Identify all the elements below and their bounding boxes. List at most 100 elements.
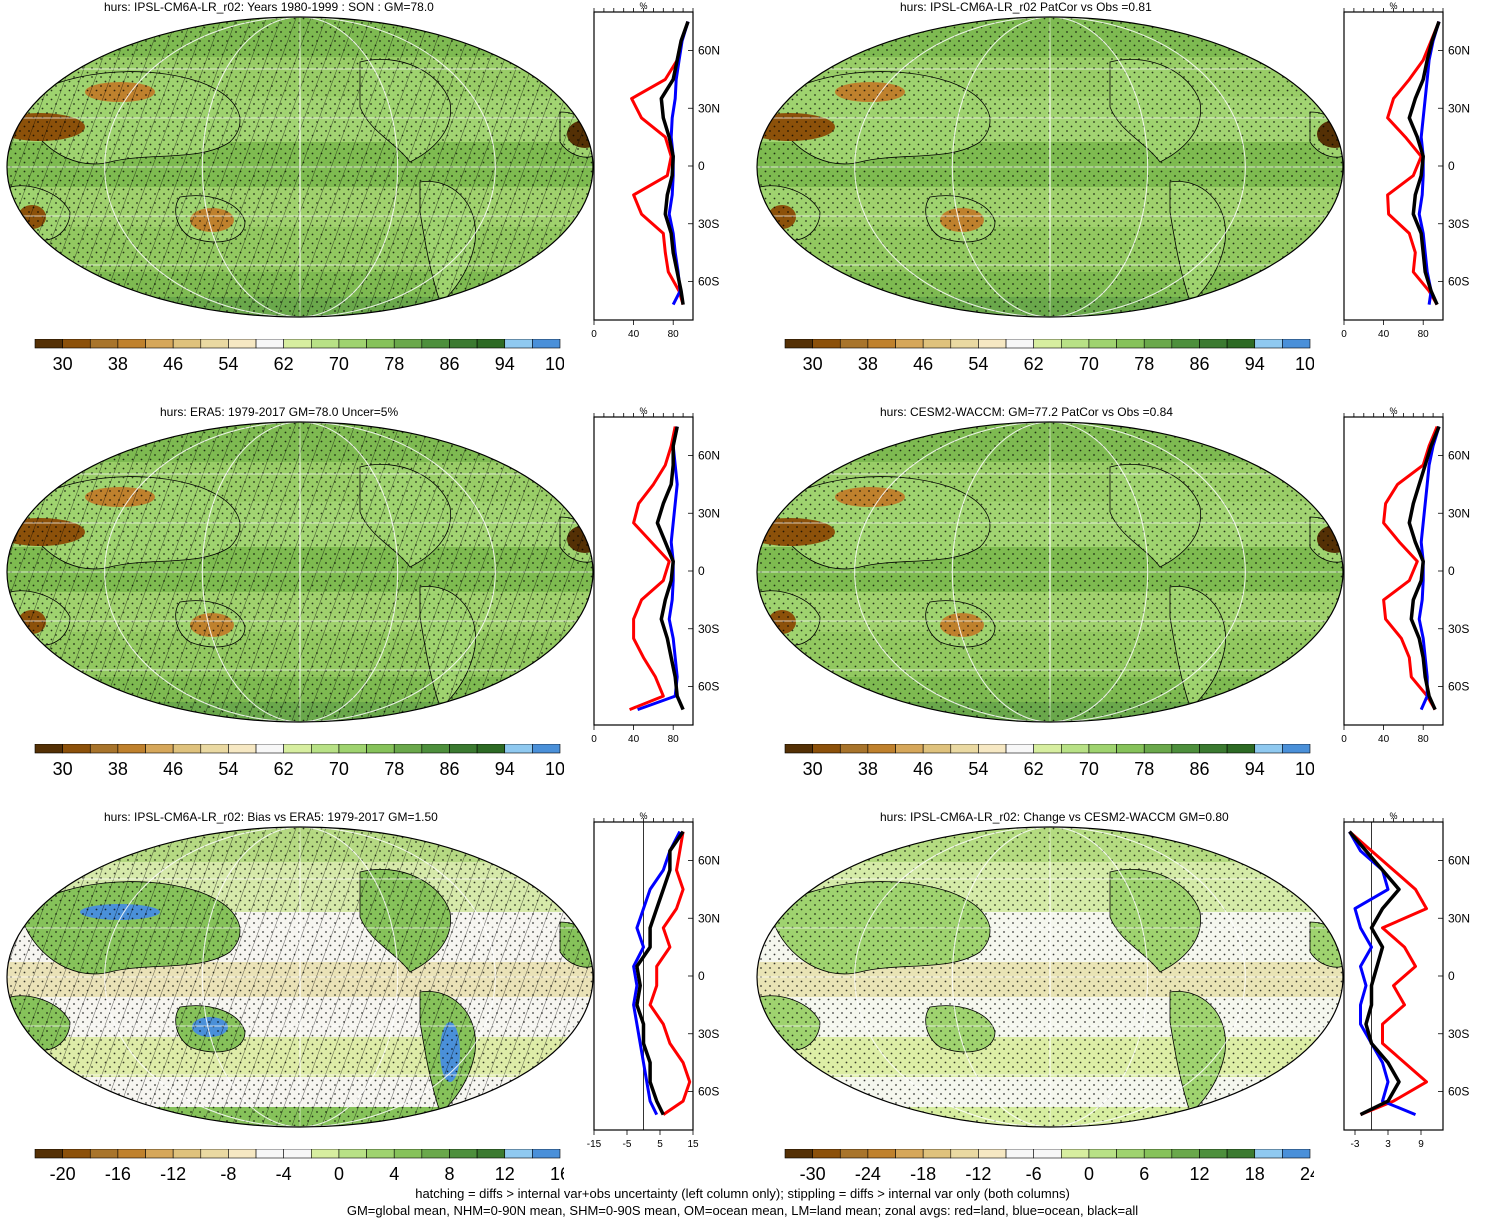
colorbar: 303846546270788694102110 bbox=[784, 744, 1314, 779]
y-tick-label: 30N bbox=[698, 911, 720, 925]
colorbar-label: 102 bbox=[1295, 354, 1314, 374]
x-tick-label: 5 bbox=[657, 1139, 663, 1150]
colorbar-swatch bbox=[839, 1149, 869, 1159]
y-tick-label: 60S bbox=[698, 680, 719, 694]
colorbar-swatch bbox=[62, 744, 91, 754]
colorbar-label: -16 bbox=[105, 1164, 131, 1184]
colorbar: 303846546270788694102110 bbox=[34, 339, 564, 374]
y-tick-label: 60N bbox=[1448, 44, 1470, 58]
colorbar-swatch bbox=[311, 744, 340, 754]
colorbar-swatch bbox=[1199, 339, 1228, 349]
colorbar-label: 94 bbox=[1245, 354, 1265, 374]
colorbar-swatch bbox=[366, 744, 395, 754]
colorbar-swatch bbox=[366, 339, 395, 349]
colorbar-swatch bbox=[255, 339, 284, 349]
colorbar-swatch bbox=[1199, 744, 1228, 754]
colorbar-swatch bbox=[283, 1149, 312, 1159]
colorbar-swatch bbox=[1171, 339, 1200, 349]
x-axis-label: % bbox=[639, 406, 647, 416]
colorbar-label: 30 bbox=[53, 354, 73, 374]
x-tick-label: 0 bbox=[1341, 734, 1347, 745]
y-tick-label: 0 bbox=[698, 159, 705, 173]
map-outline bbox=[6, 826, 594, 1128]
y-tick-label: 30N bbox=[1448, 506, 1470, 520]
colorbar-swatch bbox=[1171, 744, 1200, 754]
series-line-all bbox=[1407, 425, 1441, 711]
colorbar-label: 0 bbox=[1084, 1164, 1094, 1184]
colorbar-swatch bbox=[1116, 744, 1145, 754]
colorbar-label: 54 bbox=[968, 354, 988, 374]
colorbar-swatch bbox=[504, 339, 533, 349]
y-tick-label: 30S bbox=[698, 1027, 719, 1041]
colorbar-label: 46 bbox=[163, 354, 183, 374]
colorbar-swatch bbox=[34, 339, 63, 349]
colorbar-label: -4 bbox=[276, 1164, 292, 1184]
colorbar-swatch bbox=[89, 1149, 119, 1159]
colorbar-swatch bbox=[255, 1149, 284, 1159]
y-tick-label: 60S bbox=[698, 275, 719, 289]
colorbar-swatch bbox=[172, 744, 202, 754]
colorbar-swatch bbox=[504, 744, 533, 754]
colorbar-swatch bbox=[1143, 744, 1173, 754]
colorbar-label: -12 bbox=[965, 1164, 991, 1184]
colorbar-swatch bbox=[1061, 339, 1090, 349]
colorbar-label: 62 bbox=[274, 354, 294, 374]
x-tick-label: -15 bbox=[587, 1139, 602, 1150]
x-tick-label: 80 bbox=[668, 329, 680, 340]
colorbar-swatch bbox=[812, 339, 841, 349]
series-line-all bbox=[659, 21, 690, 305]
x-tick-label: -3 bbox=[1351, 1139, 1360, 1150]
map-title: hurs: IPSL-CM6A-LR_r02 PatCor vs Obs =0.… bbox=[900, 0, 1152, 14]
colorbar-label: 0 bbox=[334, 1164, 344, 1184]
colorbar-label: -8 bbox=[220, 1164, 236, 1184]
colorbar-label: 78 bbox=[384, 354, 404, 374]
colorbar-label: 38 bbox=[108, 759, 128, 779]
colorbar-swatch bbox=[145, 744, 174, 754]
colorbar-label: 30 bbox=[803, 759, 823, 779]
y-tick-label: 60S bbox=[698, 1085, 719, 1099]
x-tick-label: 80 bbox=[1418, 329, 1430, 340]
colorbar-swatch bbox=[89, 744, 119, 754]
colorbar-swatch bbox=[393, 1149, 423, 1159]
y-tick-label: 0 bbox=[1448, 159, 1455, 173]
colorbar-swatch bbox=[421, 744, 450, 754]
x-tick-label: 40 bbox=[628, 329, 640, 340]
colorbar-label: 86 bbox=[439, 354, 459, 374]
colorbar-swatch bbox=[449, 744, 478, 754]
x-tick-label: 3 bbox=[1385, 1139, 1391, 1150]
y-tick-label: 30N bbox=[698, 506, 720, 520]
colorbar-swatch bbox=[950, 1149, 979, 1159]
colorbar-label: 86 bbox=[1189, 759, 1209, 779]
colorbar-label: 12 bbox=[1189, 1164, 1209, 1184]
y-tick-label: 30S bbox=[1448, 217, 1469, 231]
x-tick-label: 40 bbox=[1378, 734, 1390, 745]
x-tick-label: 9 bbox=[1418, 1139, 1424, 1150]
colorbar-swatch bbox=[228, 339, 257, 349]
y-tick-label: 30N bbox=[1448, 101, 1470, 115]
colorbar-label: 94 bbox=[495, 354, 515, 374]
panel-6: hurs: IPSL-CM6A-LR_r02: Change vs CESM2-… bbox=[750, 810, 1485, 1215]
y-tick-label: 60N bbox=[698, 44, 720, 58]
zonal-mean-plot: % 0 40 80 60N 30N 0 30S 60S bbox=[591, 1, 720, 340]
world-map bbox=[6, 826, 594, 1128]
colorbar-swatch bbox=[504, 1149, 533, 1159]
panel-3: hurs: ERA5: 1979-2017 GM=78.0 Uncer=5% 3… bbox=[0, 405, 742, 810]
colorbar-swatch bbox=[1254, 744, 1283, 754]
colorbar-swatch bbox=[895, 744, 924, 754]
colorbar-label: 38 bbox=[108, 354, 128, 374]
colorbar-swatch bbox=[1282, 1149, 1311, 1159]
map-title: hurs: IPSL-CM6A-LR_r02: Change vs CESM2-… bbox=[880, 810, 1229, 824]
colorbar-label: 102 bbox=[545, 759, 564, 779]
colorbar-swatch bbox=[393, 744, 423, 754]
series-line-all bbox=[1407, 21, 1441, 306]
colorbar-swatch bbox=[1005, 1149, 1034, 1159]
colorbar-label: 78 bbox=[1134, 354, 1154, 374]
colorbar-label: 16 bbox=[550, 1164, 564, 1184]
colorbar-swatch bbox=[421, 339, 450, 349]
colorbar-label: 54 bbox=[218, 354, 238, 374]
colorbar-label: 102 bbox=[545, 354, 564, 374]
colorbar-label: 38 bbox=[858, 759, 878, 779]
colorbar-swatch bbox=[839, 339, 869, 349]
colorbar-swatch bbox=[145, 339, 174, 349]
y-tick-label: 60S bbox=[1448, 680, 1469, 694]
